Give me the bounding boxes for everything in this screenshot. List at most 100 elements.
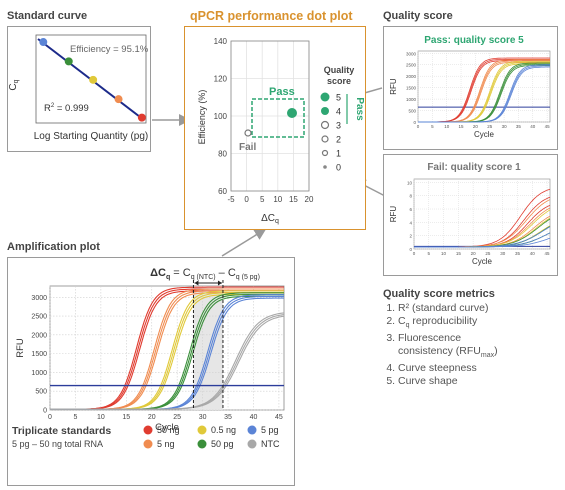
amp-y-tick: 1500 (31, 351, 47, 358)
sc-y-label: C (8, 83, 19, 90)
amp-curve-ntc (50, 315, 285, 410)
fail-point (244, 129, 252, 137)
dot-plot-panel: 140 120 100 80 60 -5 0 5 10 15 20 Pass Fail Effic… (184, 26, 366, 230)
dot-x-tick: 15 (289, 195, 298, 204)
dot-y-tick: 120 (214, 75, 228, 84)
dot-x-tick: 10 (273, 195, 282, 204)
standard-curve-panel: Cq Efficiency = 95.1% R2 = 0.999 Log Sta… (7, 26, 151, 152)
legend-swatch-0 (143, 425, 153, 435)
mini-y-tick: 1500 (406, 86, 417, 91)
amp-x-tick: 5 (73, 414, 77, 421)
amplification-chart: ΔCq = Cq (NTC) – Cq (5 pg) Triplicate st… (12, 267, 285, 449)
mini-curve (414, 237, 551, 248)
legend-swatch-3 (143, 439, 153, 449)
legend-swatch-5 (247, 439, 257, 449)
legend-label-5: NTC (261, 439, 280, 449)
legend-marker-4 (321, 107, 329, 115)
amp-x-tick: 35 (224, 414, 232, 421)
mini-x-tick: 25 (487, 124, 493, 129)
legend-label-3: 5 ng (157, 439, 175, 449)
quality-fail-chart: Fail: quality score 1 0 2 4 6 8 10 0 5 10 15 20 25 3… (389, 162, 551, 266)
amp-x-tick: 0 (48, 414, 52, 421)
amp-x-tick: 40 (250, 414, 258, 421)
mini-x-tick: 10 (444, 124, 450, 129)
mini-x-tick: 0 (417, 124, 420, 129)
standard-points (39, 38, 146, 122)
standard-point-0 (39, 38, 48, 47)
mini-x-label: Cycle (472, 257, 493, 266)
legend-subtitle: 5 pg – 50 ng total RNA (12, 439, 103, 449)
legend-score-0: 0 (336, 163, 341, 173)
mini-y-tick: 2500 (406, 63, 417, 68)
quality-fail-chart-title: Fail: quality score 1 (427, 162, 521, 173)
mini-x-tick: 40 (530, 251, 536, 256)
mini-x-tick: 40 (530, 124, 536, 129)
legend-label-0: 50 ng (157, 425, 180, 435)
metrics-list: R² (standard curve) Cq reproducibility F… (383, 302, 561, 388)
legend-title-1: Quality (324, 65, 355, 75)
amplification-title: Amplification plot (7, 241, 100, 253)
mini-x-tick: 0 (413, 251, 416, 256)
delta-cq-label: ΔC (150, 267, 166, 279)
legend-swatch-1 (197, 425, 207, 435)
dot-x-tick: 5 (260, 195, 265, 204)
legend-marker-5 (320, 92, 330, 102)
sc-x-label: Log Starting Quantity (pg) (34, 131, 149, 142)
legend-swatch-2 (247, 425, 257, 435)
mini-x-tick: 15 (459, 124, 465, 129)
legend-marker-3 (320, 120, 330, 130)
metric-5: Curve shape (398, 375, 561, 388)
mini-x-tick: 35 (515, 251, 521, 256)
amp-y-tick: 3000 (31, 295, 47, 302)
dot-x-tick: -5 (227, 195, 235, 204)
mini-x-tick: 20 (473, 124, 479, 129)
dot-y-tick: 140 (214, 37, 228, 46)
legend-pass-label: Pass (354, 97, 365, 121)
pass-point (287, 108, 297, 118)
mini-y-tick: 10 (407, 180, 413, 185)
efficiency-label: Efficiency = 95.1% (70, 44, 149, 55)
fail-label: Fail (239, 142, 256, 153)
mini-x-tick: 15 (456, 251, 462, 256)
legend-label-2: 5 pg (261, 425, 279, 435)
mini-y-tick: 8 (409, 194, 412, 199)
standard-point-4 (137, 113, 146, 122)
legend-swatch-4 (197, 439, 207, 449)
dot-y-label: Efficiency (%) (197, 90, 207, 145)
standard-point-1 (64, 57, 73, 66)
legend-title-2: score (327, 76, 351, 86)
quality-fail-panel: Fail: quality score 1 0 2 4 6 8 10 0 5 10 15 20 25 3… (383, 154, 558, 276)
metric-4: Curve steepness (398, 362, 561, 375)
amp-x-tick: 45 (275, 414, 283, 421)
dot-x-tick: 20 (305, 195, 314, 204)
legend-marker-2 (321, 135, 329, 143)
metric-2: Cq reproducibility (398, 315, 561, 332)
dot-plot-title: qPCR performance dot plot (190, 9, 353, 23)
dot-y-tick: 80 (218, 150, 227, 159)
svg-text:ΔCq: ΔCq (261, 213, 279, 225)
dot-x-tick: 0 (244, 195, 249, 204)
legend-score-4: 4 (336, 107, 341, 117)
amp-y-label: RFU (15, 338, 26, 358)
amp-y-tick: 1000 (31, 370, 47, 377)
mini-y-tick: 1000 (406, 97, 417, 102)
amp-y-tick: 500 (35, 389, 47, 396)
dot-x-label: ΔC (261, 213, 275, 224)
legend-label-4: 50 pg (211, 439, 234, 449)
mini-y-tick: 6 (409, 207, 412, 212)
arrow-amp-to-dotplot (221, 228, 267, 257)
svg-text:R2 = 0.999: R2 = 0.999 (44, 103, 89, 114)
amp-x-tick: 25 (173, 414, 181, 421)
amp-x-label: Cycle (155, 422, 179, 433)
amplification-panel: ΔCq = Cq (NTC) – Cq (5 pg) Triplicate st… (7, 257, 295, 486)
svg-text:Cq: Cq (8, 79, 20, 90)
legend-score-2: 2 (336, 135, 341, 145)
dot-y-tick: 100 (214, 112, 228, 121)
legend-title: Triplicate standards (12, 425, 111, 437)
mini-x-tick: 30 (502, 124, 508, 129)
metric-1: R² (standard curve) (398, 302, 561, 315)
quality-pass-chart: Pass: quality score 5 0 500 1000 1500 2000 25… (389, 35, 551, 139)
amp-x-tick: 10 (97, 414, 105, 421)
mini-y-tick: 0 (413, 120, 416, 125)
